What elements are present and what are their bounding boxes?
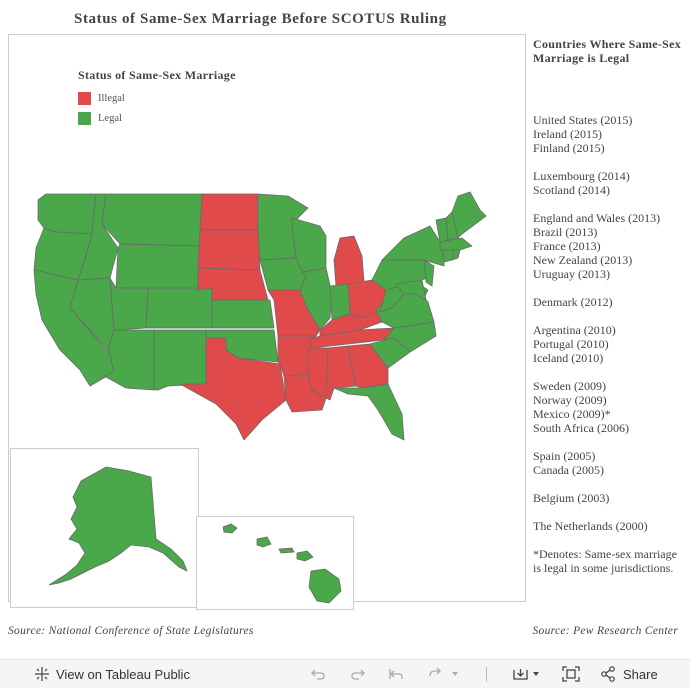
- state-SD[interactable]: [197, 229, 261, 271]
- state-WA[interactable]: [37, 193, 97, 235]
- country-entry: Mexico (2009)*: [533, 407, 611, 421]
- undo-button[interactable]: [310, 660, 326, 688]
- country-entry: Uruguay (2013): [533, 267, 610, 281]
- hawaii-inset: [196, 516, 354, 610]
- country-entry: Denmark (2012): [533, 295, 613, 309]
- state-NJ[interactable]: [423, 259, 435, 287]
- country-group: United States (2015) Ireland (2015) Finlan…: [533, 113, 683, 155]
- country-entry: France (2013): [533, 239, 601, 253]
- country-entry: New Zealand (2013): [533, 253, 633, 267]
- country-entry: The Netherlands (2000): [533, 519, 648, 533]
- state-TX[interactable]: [179, 337, 287, 441]
- redo-icon: [351, 669, 365, 680]
- state-HI[interactable]: [222, 523, 342, 604]
- share-button[interactable]: Share: [600, 660, 658, 688]
- state-ND[interactable]: [199, 193, 259, 231]
- country-entry: Portugal (2010): [533, 337, 609, 351]
- legend-label-illegal: Illegal: [98, 92, 125, 104]
- state-WY[interactable]: [115, 243, 201, 291]
- view-on-tableau-label: View on Tableau Public: [56, 666, 190, 682]
- fullscreen-button[interactable]: [562, 660, 580, 688]
- state-ME[interactable]: [451, 191, 487, 239]
- download-button[interactable]: [512, 660, 542, 688]
- state-AZ[interactable]: [103, 329, 155, 391]
- state-FL[interactable]: [333, 383, 405, 441]
- country-group: The Netherlands (2000): [533, 519, 683, 533]
- refresh-icon: [429, 667, 458, 677]
- country-entry: Scotland (2014): [533, 183, 610, 197]
- legend-item-legal[interactable]: Legal: [78, 108, 236, 128]
- country-group: England and Wales (2013) Brazil (2013) Fra…: [533, 211, 683, 281]
- download-icon: [513, 669, 539, 680]
- state-NY[interactable]: [381, 225, 445, 267]
- country-entry: Belgium (2003): [533, 491, 610, 505]
- country-entry: South Africa (2006): [533, 421, 629, 435]
- share-label: Share: [623, 666, 658, 682]
- country-entry: Luxembourg (2014): [533, 169, 630, 183]
- country-entry: Norway (2009): [533, 393, 607, 407]
- country-entry: Ireland (2015): [533, 127, 602, 141]
- country-group: Sweden (2009) Norway (2009) Mexico (2009)*…: [533, 379, 683, 435]
- country-group: Denmark (2012): [533, 295, 683, 309]
- fullscreen-icon: [562, 666, 580, 682]
- country-group: Belgium (2003): [533, 491, 683, 505]
- country-group: Luxembourg (2014) Scotland (2014): [533, 169, 683, 197]
- state-AK[interactable]: [48, 466, 188, 586]
- legend-label-legal: Legal: [98, 112, 122, 124]
- countries-list: United States (2015) Ireland (2015) Finlan…: [533, 113, 683, 533]
- state-MT[interactable]: [101, 193, 203, 247]
- countries-panel: Countries Where Same-Sex Marriage is Leg…: [533, 37, 683, 575]
- share-icon: [601, 666, 615, 682]
- tableau-toolbar: View on Tableau Public Share: [0, 659, 690, 688]
- chart-title: Status of Same-Sex Marriage Before SCOTU…: [74, 11, 447, 27]
- revert-button[interactable]: [388, 660, 404, 688]
- country-entry: United States (2015): [533, 113, 633, 127]
- legal-swatch: [78, 111, 91, 125]
- state-KS[interactable]: [211, 299, 275, 329]
- legend: Status of Same-Sex Marriage Illegal Lega…: [78, 68, 236, 128]
- view-on-tableau-button[interactable]: View on Tableau Public: [34, 660, 190, 688]
- countries-title: Countries Where Same-Sex Marriage is Leg…: [533, 37, 682, 65]
- country-entry: Finland (2015): [533, 141, 605, 155]
- country-entry: Brazil (2013): [533, 225, 598, 239]
- alaska-inset: [10, 448, 199, 608]
- state-RI[interactable]: [451, 249, 461, 261]
- country-entry: Sweden (2009): [533, 379, 606, 393]
- state-CO[interactable]: [145, 287, 213, 329]
- revert-icon: [389, 669, 403, 679]
- country-entry: Canada (2005): [533, 463, 604, 477]
- country-entry: England and Wales (2013): [533, 211, 661, 225]
- state-MS[interactable]: [307, 347, 329, 399]
- state-MD[interactable]: [395, 279, 427, 301]
- legend-item-illegal[interactable]: Illegal: [78, 88, 236, 108]
- source-right: Source: Pew Research Center: [532, 625, 678, 637]
- country-entry: Argentina (2010): [533, 323, 616, 337]
- toolbar-separator: [486, 667, 487, 682]
- illegal-swatch: [78, 91, 91, 105]
- country-group: Spain (2005) Canada (2005): [533, 449, 683, 477]
- state-NM[interactable]: [153, 329, 207, 391]
- state-MI[interactable]: [333, 235, 365, 287]
- us-map: [33, 191, 487, 441]
- undo-icon: [311, 669, 325, 680]
- refresh-button[interactable]: [426, 660, 460, 688]
- country-entry: Iceland (2010): [533, 351, 604, 365]
- country-entry: Spain (2005): [533, 449, 596, 463]
- legend-title: Status of Same-Sex Marriage: [78, 68, 236, 82]
- country-group: Argentina (2010) Portugal (2010) Iceland (…: [533, 323, 683, 365]
- state-MA[interactable]: [439, 237, 473, 251]
- tableau-logo-icon: [35, 667, 49, 681]
- redo-button[interactable]: [350, 660, 366, 688]
- source-left: Source: National Conference of State Leg…: [8, 625, 254, 637]
- footnote: *Denotes: Same-sex marriage is legal in …: [533, 547, 677, 575]
